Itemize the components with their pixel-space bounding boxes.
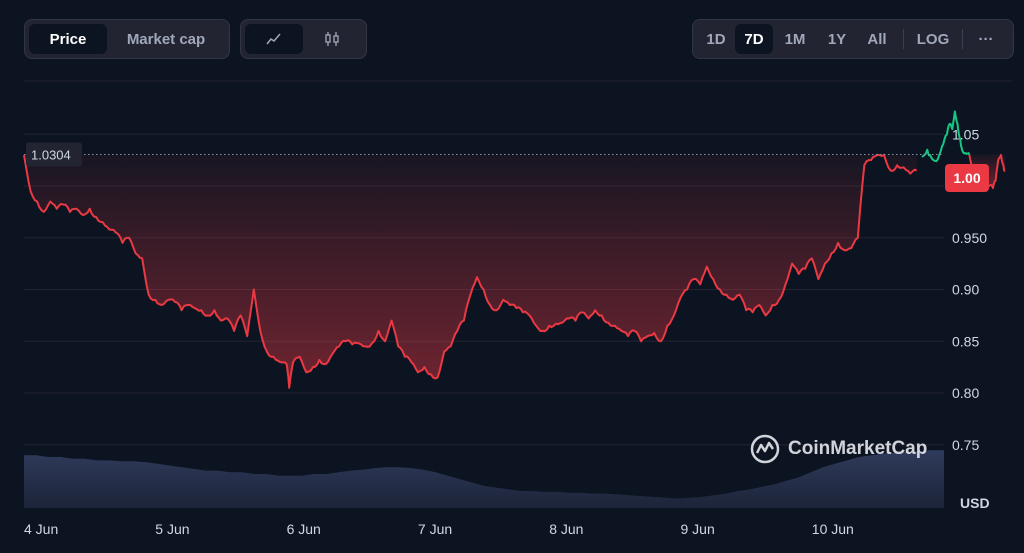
currency-label: USD xyxy=(960,495,990,511)
range-7d[interactable]: 7D xyxy=(735,24,773,54)
x-tick-label: 8 Jun xyxy=(549,521,583,537)
chart-type-toggle xyxy=(240,19,367,59)
divider xyxy=(903,29,904,49)
price-area-fill xyxy=(24,154,917,388)
y-tick-label: 0.75 xyxy=(952,437,979,453)
x-tick-label: 9 Jun xyxy=(681,521,715,537)
line-chart-icon xyxy=(266,33,281,45)
price-line-down xyxy=(23,153,918,389)
log-scale-button[interactable]: LOG xyxy=(916,30,950,48)
x-tick-label: 7 Jun xyxy=(418,521,452,537)
price-marketcap-toggle: Price Market cap xyxy=(24,19,230,59)
x-tick-label: 10 Jun xyxy=(812,521,854,537)
y-tick-label: 0.90 xyxy=(952,282,979,298)
x-tick-label: 5 Jun xyxy=(155,521,189,537)
more-options-button[interactable]: ··· xyxy=(978,30,994,48)
y-tick-label: 1.05 xyxy=(952,126,979,142)
volume-area xyxy=(24,450,944,508)
tab-market-cap[interactable]: Market cap xyxy=(126,30,206,48)
line-chart-button[interactable] xyxy=(245,24,303,54)
y-tick-label: 0.950 xyxy=(952,230,987,246)
tab-price[interactable]: Price xyxy=(29,24,107,54)
range-all[interactable]: All xyxy=(867,30,887,48)
range-1y[interactable]: 1Y xyxy=(827,30,847,48)
y-tick-label: 0.80 xyxy=(952,385,979,401)
x-tick-label: 6 Jun xyxy=(287,521,321,537)
time-range-selector: 1D 7D 1M 1Y All LOG ··· xyxy=(692,19,1014,59)
coinmarketcap-watermark: CoinMarketCap xyxy=(750,434,927,464)
price-line-up xyxy=(921,110,971,163)
open-price-label-box xyxy=(26,142,82,167)
y-tick-label: 0.85 xyxy=(952,333,979,349)
current-price-label: 1.00 xyxy=(953,170,980,186)
x-tick-label: 4 Jun xyxy=(24,521,58,537)
current-price-tag xyxy=(945,164,989,192)
range-1d[interactable]: 1D xyxy=(706,30,726,48)
coinmarketcap-logo-icon xyxy=(750,434,780,464)
range-1m[interactable]: 1M xyxy=(784,30,806,48)
watermark-text: CoinMarketCap xyxy=(788,438,928,459)
candlestick-button[interactable] xyxy=(303,24,361,54)
candlestick-icon xyxy=(325,32,339,46)
open-price-label: 1.0304 xyxy=(31,148,71,163)
divider xyxy=(962,29,963,49)
